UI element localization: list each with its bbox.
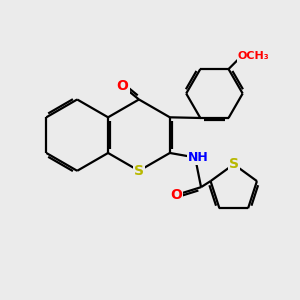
Text: O: O <box>170 188 182 202</box>
Text: S: S <box>229 157 239 171</box>
Text: NH: NH <box>188 151 208 164</box>
Text: S: S <box>134 164 144 178</box>
Text: O: O <box>117 79 128 93</box>
Text: OCH₃: OCH₃ <box>237 51 269 61</box>
